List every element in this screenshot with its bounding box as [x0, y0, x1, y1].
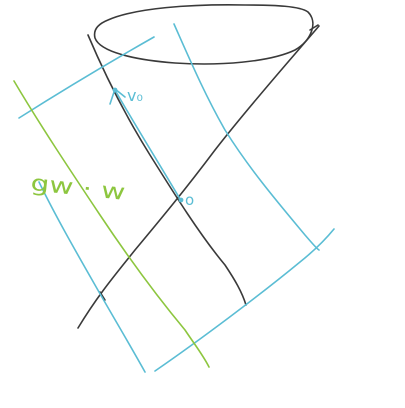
- cone-left-edge: [87, 34, 247, 306]
- vector-arrow-shaft: [114, 89, 181, 200]
- vector-label: v₀: [127, 86, 143, 105]
- origin-dot: [178, 197, 184, 203]
- cone-right-edge: [77, 25, 320, 329]
- cone-flick: [309, 24, 319, 31]
- vector-tip-dot: [112, 87, 118, 93]
- cyan-left-line: [38, 181, 146, 373]
- cyan-right-line: [173, 23, 320, 251]
- cone: [77, 4, 320, 329]
- cyan-lower-line: [154, 228, 335, 372]
- cone-tick: [99, 291, 106, 301]
- origin-label: o: [185, 191, 194, 209]
- cone-top-ellipse: [93, 4, 314, 65]
- function-label: gw · w: [29, 171, 126, 206]
- cyan-upper-line: [18, 36, 155, 119]
- cyan-plane: [18, 23, 335, 373]
- green-line: [13, 80, 210, 368]
- green-line-group: [13, 80, 210, 368]
